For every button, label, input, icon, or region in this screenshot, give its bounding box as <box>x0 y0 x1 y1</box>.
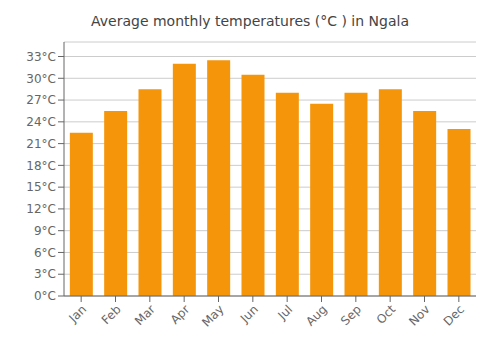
svg-text:Jan: Jan <box>66 302 90 326</box>
svg-text:9°C: 9°C <box>34 224 56 238</box>
svg-text:Nov: Nov <box>406 302 432 328</box>
svg-text:0°C: 0°C <box>34 289 56 303</box>
svg-text:Jul: Jul <box>274 302 295 323</box>
html-text:Average monthly temperatures (: Average monthly temperatures (°C ) in Ng… <box>91 13 409 29</box>
svg-text:12°C: 12°C <box>26 202 56 216</box>
svg-text:15°C: 15°C <box>26 180 56 194</box>
svg-text:Feb: Feb <box>99 302 124 327</box>
svg-text:Aug: Aug <box>303 302 329 328</box>
svg-text:Apr: Apr <box>168 302 193 327</box>
svg-text:Oct: Oct <box>374 302 399 327</box>
svg-text:33°C: 33°C <box>26 50 56 64</box>
svg-text:May: May <box>199 302 226 329</box>
svg-text:Sep: Sep <box>338 302 364 328</box>
svg-text:27°C: 27°C <box>26 93 56 107</box>
svg-text:18°C: 18°C <box>26 159 56 173</box>
svg-text:6°C: 6°C <box>34 246 56 260</box>
svg-text:21°C: 21°C <box>26 137 56 151</box>
svg-text:30°C: 30°C <box>26 72 56 86</box>
svg-text:Mar: Mar <box>132 302 158 328</box>
svg-text:Jun: Jun <box>237 302 261 326</box>
svg-text:24°C: 24°C <box>26 115 56 129</box>
svg-text:Dec: Dec <box>441 302 467 328</box>
svg-text:3°C: 3°C <box>34 267 56 281</box>
